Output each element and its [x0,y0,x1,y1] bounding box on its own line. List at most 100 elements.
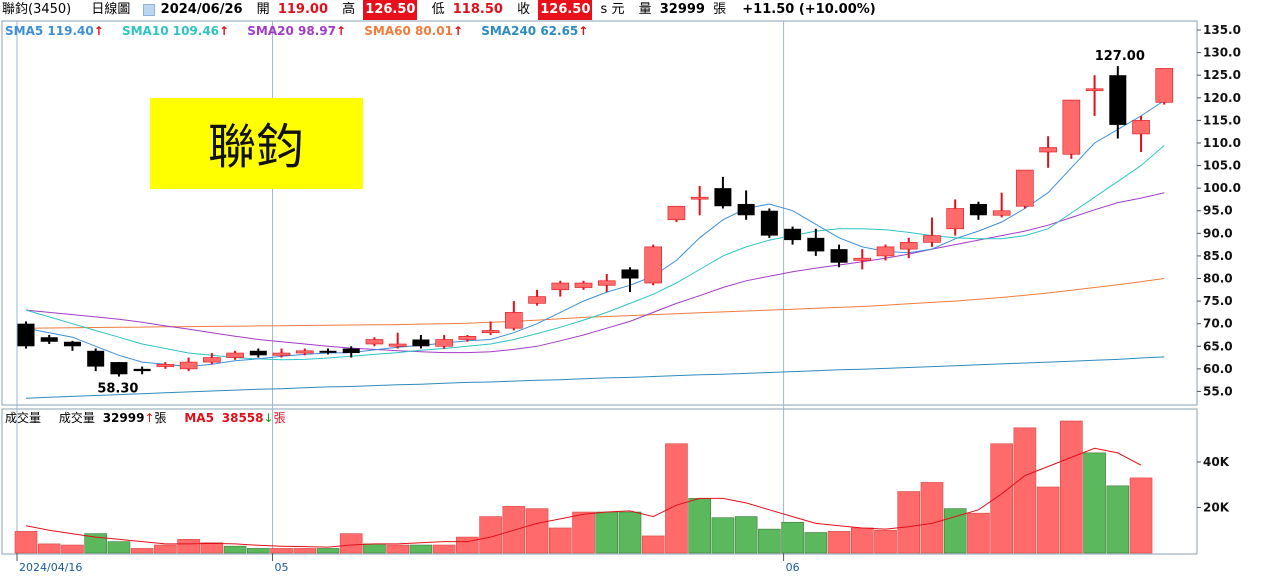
volume-legend-value: 32999 [103,411,145,425]
down-candle [319,350,337,353]
open-label: 開 [256,2,270,17]
down-candle [133,368,151,372]
price-tick-label: 110.0 [1203,136,1241,150]
up-arrow-icon: ↑ [336,24,346,38]
volume-bar-up [14,531,38,554]
open-value: 119.00 [277,2,328,17]
sma5-line [25,100,1165,368]
close-value: 126.50 [538,0,593,20]
volume-bar-down [247,548,270,554]
volume-bar-down [943,508,967,554]
down-candle [110,362,128,375]
up-candle [644,246,663,284]
down-candle [621,269,639,279]
volume-bar-up [61,544,84,554]
volume-bar-down [363,543,386,554]
volume-bar-up [177,539,200,554]
quote-header: 聯鈞(3450) 日線圖 2024/06/26 開 119.00 高 126.5… [0,0,1272,20]
price-tick-label: 135.0 [1203,23,1241,37]
calendar-icon[interactable] [142,4,155,16]
high-annotation: 127.00 [1095,49,1145,64]
price-tick-label: 130.0 [1203,46,1241,60]
volume-bar-up [874,529,897,554]
price-tick-label: 70.0 [1203,317,1233,331]
up-candle [899,242,918,250]
sma60-line [25,278,1165,329]
up-candle [156,364,175,367]
volume-bar-up [990,443,1013,554]
volume-bar-up [1129,477,1153,554]
up-arrow-icon: ↑ [219,24,229,38]
down-candle [40,337,58,342]
volume-legend: 成交量 成交量 32999↑張 MA5 38558↓張 [5,410,286,425]
volume-bar-up [432,544,456,554]
up-candle [505,312,523,329]
volume-label: 量 [638,2,652,17]
quote-date: 2024/06/26 [160,2,243,17]
ma-legend: SMA5 119.40↑ SMA10 109.46↑ SMA20 98.97↑ … [5,24,588,38]
up-arrow-icon: ↑ [453,24,463,38]
stock-label-box [150,98,363,189]
up-candle [876,246,895,257]
volume-bar-up [270,548,293,554]
up-candle [481,330,500,334]
price-tick-label: 125.0 [1203,68,1241,82]
price-change: +11.50 (+10.00%) [742,2,876,17]
up-candle [1062,99,1081,155]
up-candle [435,339,453,347]
up-candle [388,343,407,347]
up-candle [690,196,709,200]
volume-legend-label: 成交量 [59,410,95,425]
up-candle [458,336,477,340]
period-selector[interactable]: 日線圖 [91,2,131,17]
up-candle [1016,169,1034,207]
sma60-legend: SMA60 80.01 [364,24,453,38]
down-candle [714,188,732,207]
volume-bar-down [1106,485,1130,554]
candlestick-series [17,66,1174,377]
down-candle [412,339,430,347]
up-candle [203,357,221,363]
up-candle [551,282,570,291]
down-candle [63,341,81,347]
price-tick-label: 75.0 [1203,294,1233,308]
volume-panel-title: 成交量 [5,410,41,425]
sma10-line [25,145,1165,361]
volume-bar-up [665,443,688,554]
low-annotation: 58.30 [97,382,138,397]
volume-bar-up [386,544,409,554]
high-value: 126.50 [363,0,418,20]
volume-bar-up [479,516,502,554]
volume-bar-up [572,511,595,554]
volume-axis: 20K 40K [1197,455,1230,514]
down-candle [1109,75,1127,125]
volume-tick-label: 20K [1203,500,1230,514]
sma240-line [25,356,1165,399]
volume-unit: 張 [713,2,727,17]
volume-bar-up [456,536,479,554]
up-candle [179,361,198,370]
price-tick-label: 120.0 [1203,91,1241,105]
up-candle [365,339,384,345]
volume-bar-down [84,533,107,554]
volume-bar-down [107,541,131,554]
volume-bar-down [1083,452,1106,554]
up-candle [667,205,686,221]
up-candle [923,235,941,243]
date-tick-label: 06 [786,561,800,574]
down-candle [807,237,825,252]
volume-bar-down [781,521,804,554]
up-candle [226,352,244,358]
stock-chart[interactable]: 55.0 60.0 65.0 70.0 75.0 80.0 85.0 90.0 95.0 100.… [0,20,1272,581]
volume-bar-up [641,535,665,554]
volume-bar-down [595,511,619,554]
date-tick-label: 05 [275,561,289,574]
date-tick-label: 2024/04/16 [19,561,82,574]
volume-bar-up [200,542,224,554]
down-candle [784,228,802,241]
low-label: 低 [431,2,445,17]
down-candle [830,249,848,263]
volume-bar-up [525,508,549,554]
price-tick-label: 115.0 [1203,113,1241,127]
price-tick-label: 100.0 [1203,181,1241,195]
